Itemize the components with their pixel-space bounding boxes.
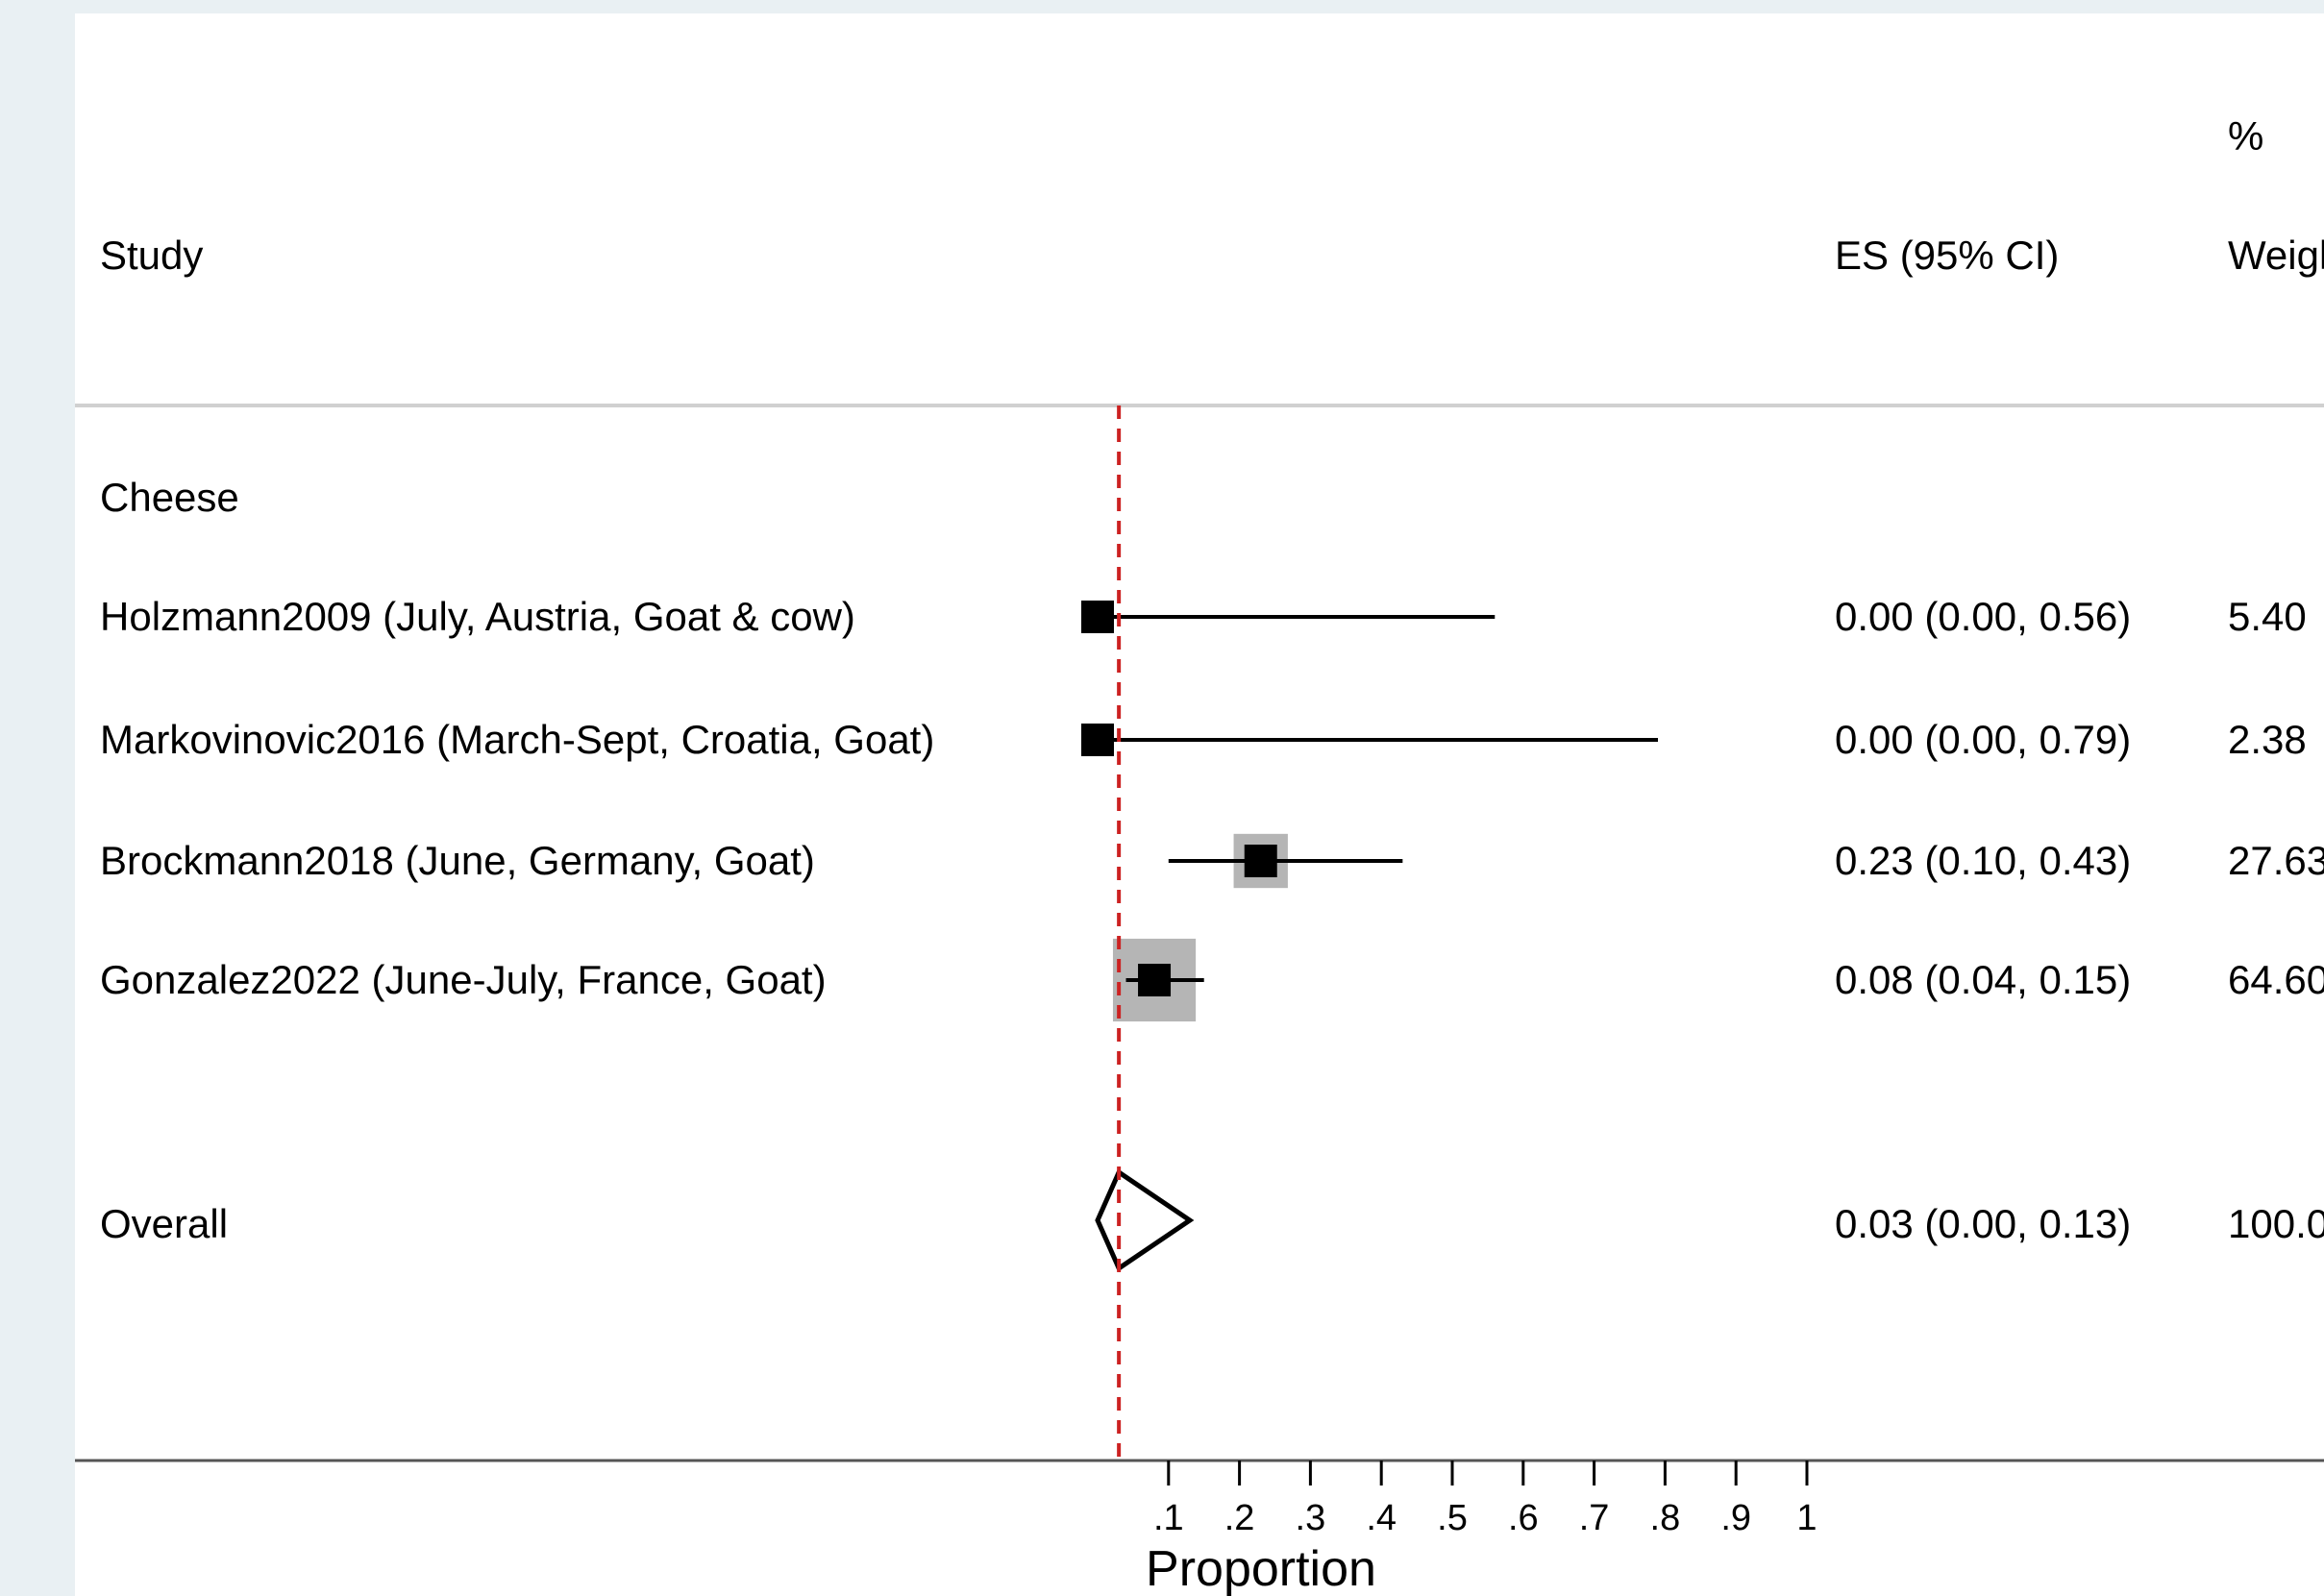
weight-column-header: Weight (2228, 233, 2324, 278)
study-label: Holzmann2009 (July, Austria, Goat & cow) (100, 594, 855, 639)
es-column-header: ES (95% CI) (1835, 233, 2059, 278)
subgroup-label: Cheese (100, 475, 239, 520)
x-tick-label: .5 (1437, 1498, 1468, 1538)
study-row: Markovinovic2016 (March-Sept, Croatia, G… (100, 717, 2307, 762)
overall-row: Overall 0.03 (0.00, 0.13) 100.00 (100, 1168, 2324, 1272)
study-label: Brockmann2018 (June, Germany, Goat) (100, 838, 815, 883)
study-column-header: Study (100, 233, 203, 278)
es-ci-text: 0.00 (0.00, 0.56) (1835, 594, 2131, 639)
x-tick-label: .6 (1508, 1498, 1539, 1538)
es-ci-text: 0.08 (0.04, 0.15) (1835, 957, 2131, 1002)
study-rows: Holzmann2009 (July, Austria, Goat & cow)… (100, 594, 2324, 1022)
weight-column-header-top: % (2228, 113, 2263, 159)
x-tick-label: .1 (1153, 1498, 1184, 1538)
overall-weight-text: 100.00 (2228, 1201, 2324, 1246)
x-tick-label: .4 (1366, 1498, 1397, 1538)
x-axis-label: Proportion (1146, 1541, 1376, 1596)
weight-text: 5.40 (2228, 594, 2307, 639)
es-ci-text: 0.00 (0.00, 0.79) (1835, 717, 2131, 762)
overall-es-text: 0.03 (0.00, 0.13) (1835, 1201, 2131, 1246)
plot-panel (75, 13, 2324, 1596)
x-tick-label: .8 (1650, 1498, 1681, 1538)
point-estimate-marker (1081, 724, 1114, 756)
weight-text: 64.60 (2228, 957, 2324, 1002)
study-row: Brockmann2018 (June, Germany, Goat) 0.23 … (100, 833, 2324, 889)
study-label: Markovinovic2016 (March-Sept, Croatia, G… (100, 717, 934, 762)
x-tick-label: .9 (1720, 1498, 1751, 1538)
x-tick-label: .2 (1224, 1498, 1255, 1538)
study-row: Gonzalez2022 (June-July, France, Goat) 0.… (100, 938, 2324, 1022)
weight-text: 2.38 (2228, 717, 2307, 762)
x-tick-label: 1 (1796, 1498, 1817, 1538)
x-tick-label: .3 (1296, 1498, 1326, 1538)
overall-diamond (1095, 1168, 1195, 1272)
point-estimate-marker (1081, 601, 1114, 633)
weight-text: 27.63 (2228, 838, 2324, 883)
point-estimate-marker (1138, 964, 1172, 996)
study-row: Holzmann2009 (July, Austria, Goat & cow)… (100, 594, 2307, 639)
overall-label: Overall (100, 1201, 228, 1246)
study-label: Gonzalez2022 (June-July, France, Goat) (100, 957, 827, 1002)
x-tick-label: .7 (1579, 1498, 1610, 1538)
point-estimate-marker (1244, 845, 1277, 877)
x-axis-ticks: .1 .2 .3 .4 .5 .6 .7 .8 .9 1 (1153, 1461, 1817, 1538)
es-ci-text: 0.23 (0.10, 0.43) (1835, 838, 2131, 883)
